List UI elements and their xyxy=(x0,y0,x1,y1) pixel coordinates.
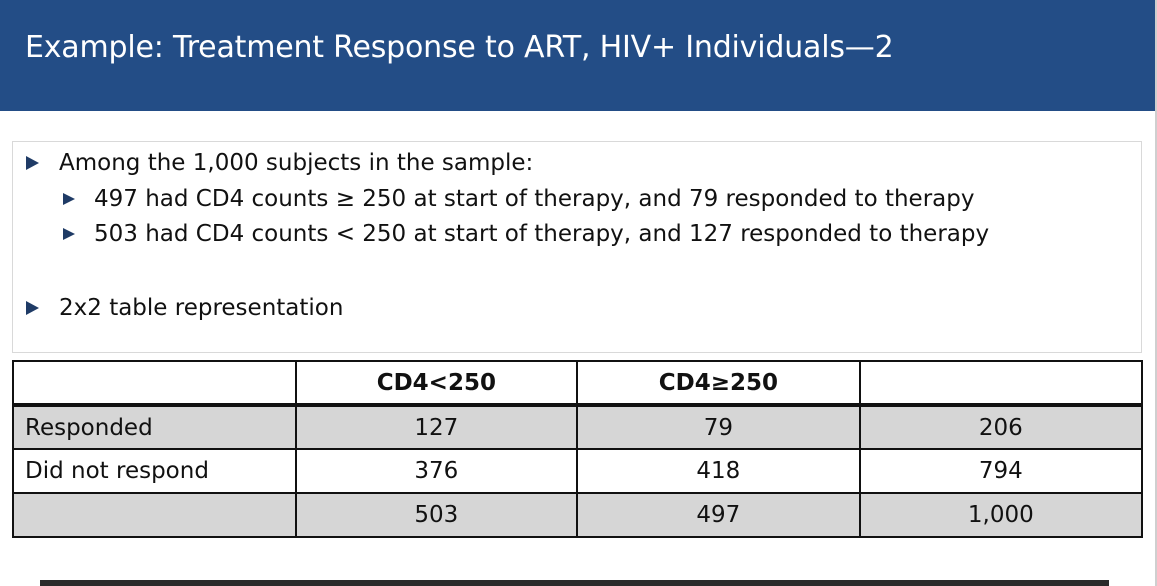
slide-edge-divider xyxy=(1155,0,1157,586)
bullet-arrow-icon xyxy=(26,156,39,170)
table-cell: 503 xyxy=(294,492,579,538)
bullet-text: 2x2 table representation xyxy=(59,295,344,321)
table-header-cell: CD4≥250 xyxy=(576,360,861,407)
table-header-cell xyxy=(858,360,1144,407)
sub-bullet-text: 503 had CD4 counts < 250 at start of the… xyxy=(94,221,990,247)
title-bar: Example: Treatment Response to ART, HIV+… xyxy=(0,0,1155,111)
table-row: Responded 127 79 206 xyxy=(12,404,1144,450)
table-row: Did not respond 376 418 794 xyxy=(12,448,1144,494)
table-cell: 1,000 xyxy=(858,492,1144,538)
sub-bullet-text: 497 had CD4 counts ≥ 250 at start of the… xyxy=(94,186,975,212)
row-label xyxy=(12,492,297,538)
bullet-item: Among the 1,000 subjects in the sample: xyxy=(26,150,533,176)
sub-bullet-item: 497 had CD4 counts ≥ 250 at start of the… xyxy=(63,186,974,212)
table-cell: 376 xyxy=(294,448,579,494)
table-cell: 794 xyxy=(858,448,1144,494)
table-cell: 418 xyxy=(576,448,861,494)
table-cell: 79 xyxy=(576,404,861,450)
table-header-cell xyxy=(12,360,297,407)
bullet-item: 2x2 table representation xyxy=(26,295,343,321)
bullet-arrow-icon xyxy=(63,193,75,205)
bullet-arrow-icon xyxy=(26,301,39,315)
table-cell: 497 xyxy=(576,492,861,538)
table-cell: 127 xyxy=(294,404,579,450)
bottom-divider xyxy=(40,580,1109,586)
bullet-box xyxy=(12,141,1142,353)
table-cell: 206 xyxy=(858,404,1144,450)
bullet-text: Among the 1,000 subjects in the sample: xyxy=(59,150,534,176)
sub-bullet-item: 503 had CD4 counts < 250 at start of the… xyxy=(63,221,989,247)
table-header-row: CD4<250 CD4≥250 xyxy=(12,360,1144,407)
slide-title: Example: Treatment Response to ART, HIV+… xyxy=(25,30,894,65)
table-header-cell: CD4<250 xyxy=(294,360,579,407)
row-label: Responded xyxy=(12,404,297,450)
table-row: 503 497 1,000 xyxy=(12,492,1144,538)
bullet-arrow-icon xyxy=(63,228,75,240)
contingency-table: CD4<250 CD4≥250 Responded 127 79 206 Did… xyxy=(12,360,1144,538)
row-label: Did not respond xyxy=(12,448,297,494)
